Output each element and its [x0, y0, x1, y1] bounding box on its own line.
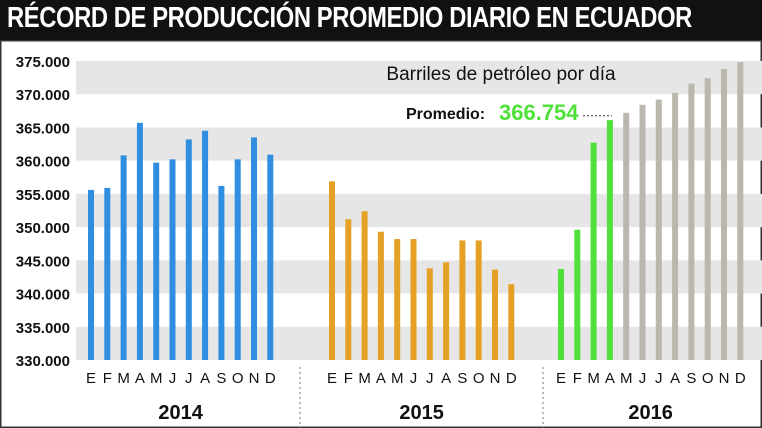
bar-2014-5 — [169, 159, 176, 360]
x-tick-label: D — [735, 370, 746, 387]
x-tick-label: N — [719, 370, 730, 387]
bar-2014-11 — [267, 154, 274, 360]
grid-band — [76, 61, 762, 95]
year-label-2016: 2016 — [628, 402, 673, 424]
bar-2014-6 — [185, 139, 192, 360]
x-tick-label: J — [169, 370, 177, 387]
y-tick-label: 365.000 — [16, 120, 70, 137]
bar-2014-7 — [202, 130, 209, 360]
bar-2016-2 — [590, 142, 597, 360]
average-label: Promedio: — [406, 106, 485, 123]
y-tick-label: 350.000 — [16, 220, 70, 237]
x-tick-label: M — [358, 370, 371, 387]
x-tick-label: A — [376, 370, 386, 387]
chart-frame — [0, 40, 762, 428]
average-value: 366.754 — [499, 100, 579, 125]
bar-2014-0 — [88, 189, 94, 360]
y-tick-label: 335.000 — [16, 320, 70, 337]
bar-2016-1 — [574, 229, 581, 360]
y-tick-label: 375.000 — [16, 54, 70, 71]
year-label-2014: 2014 — [158, 402, 203, 424]
bar-2016-3 — [606, 120, 613, 360]
bar-2015-8 — [459, 240, 466, 360]
bar-chart: 330.000 335.000 340.000 345.000 350.000 355.0… — [0, 40, 762, 428]
x-tick-label: A — [135, 370, 145, 387]
bar-2015-4 — [394, 239, 401, 360]
bar-2016-7 — [672, 92, 679, 360]
x-tick-label: N — [490, 370, 501, 387]
x-tick-label: J — [639, 370, 647, 387]
bar-2015-0 — [329, 181, 335, 360]
x-tick-label: O — [232, 370, 244, 387]
x-tick-label: M — [620, 370, 633, 387]
x-tick-label: J — [655, 370, 663, 387]
bar-2016-6 — [655, 99, 662, 360]
bar-2016-11 — [737, 62, 744, 360]
y-tick-label: 340.000 — [16, 287, 70, 304]
x-tick-label: E — [327, 370, 337, 387]
x-tick-label: F — [573, 370, 582, 387]
bar-2014-2 — [120, 155, 127, 360]
x-tick-label: J — [185, 370, 193, 387]
bar-2014-1 — [104, 187, 111, 360]
x-tick-label: N — [249, 370, 260, 387]
bar-2015-10 — [492, 269, 498, 360]
x-tick-label: S — [216, 370, 226, 387]
x-tick-label: A — [605, 370, 615, 387]
bar-2014-10 — [251, 137, 257, 360]
x-tick-label: O — [702, 370, 714, 387]
bar-2015-2 — [361, 211, 368, 360]
bar-2016-0 — [558, 268, 564, 360]
x-tick-label: J — [426, 370, 434, 387]
x-tick-label: M — [587, 370, 600, 387]
bar-2016-5 — [639, 104, 646, 360]
bar-2015-5 — [410, 239, 417, 360]
bar-2016-4 — [623, 112, 630, 361]
bar-2016-9 — [704, 78, 711, 360]
bar-2014-8 — [218, 185, 225, 360]
x-tick-label: A — [200, 370, 210, 387]
x-tick-label: E — [86, 370, 96, 387]
x-tick-label: M — [117, 370, 130, 387]
bar-2014-3 — [136, 122, 143, 360]
header-bar: RÉCORD DE PRODUCCIÓN PROMEDIO DIARIO EN … — [0, 0, 762, 40]
bar-2016-8 — [688, 83, 695, 360]
page-title: RÉCORD DE PRODUCCIÓN PROMEDIO DIARIO EN … — [7, 2, 692, 34]
x-tick-label: O — [473, 370, 485, 387]
bar-2014-9 — [234, 159, 241, 360]
x-tick-label: A — [670, 370, 680, 387]
chart-subtitle: Barriles de petróleo por día — [386, 64, 616, 85]
x-tick-label: M — [150, 370, 163, 387]
y-tick-label: 345.000 — [16, 253, 70, 270]
y-tick-label: 370.000 — [16, 87, 70, 104]
bar-2015-11 — [508, 284, 515, 360]
x-tick-label: F — [103, 370, 112, 387]
year-label-2015: 2015 — [399, 402, 444, 424]
x-tick-label: S — [686, 370, 696, 387]
bar-2016-10 — [721, 68, 727, 361]
bar-2015-3 — [377, 231, 384, 360]
y-tick-label: 330.000 — [16, 353, 70, 370]
bar-2015-6 — [426, 268, 433, 360]
x-tick-label: D — [265, 370, 276, 387]
bar-2014-4 — [153, 162, 160, 360]
x-tick-label: F — [344, 370, 353, 387]
x-tick-label: E — [556, 370, 566, 387]
x-tick-label: A — [441, 370, 451, 387]
x-tick-label: M — [391, 370, 404, 387]
x-tick-label: J — [410, 370, 418, 387]
y-tick-label: 355.000 — [16, 187, 70, 204]
y-tick-label: 360.000 — [16, 154, 70, 171]
bar-2015-1 — [345, 219, 352, 360]
x-tick-label: D — [506, 370, 517, 387]
bar-2015-7 — [443, 262, 450, 360]
x-tick-label: S — [457, 370, 467, 387]
bar-2015-9 — [475, 240, 482, 360]
